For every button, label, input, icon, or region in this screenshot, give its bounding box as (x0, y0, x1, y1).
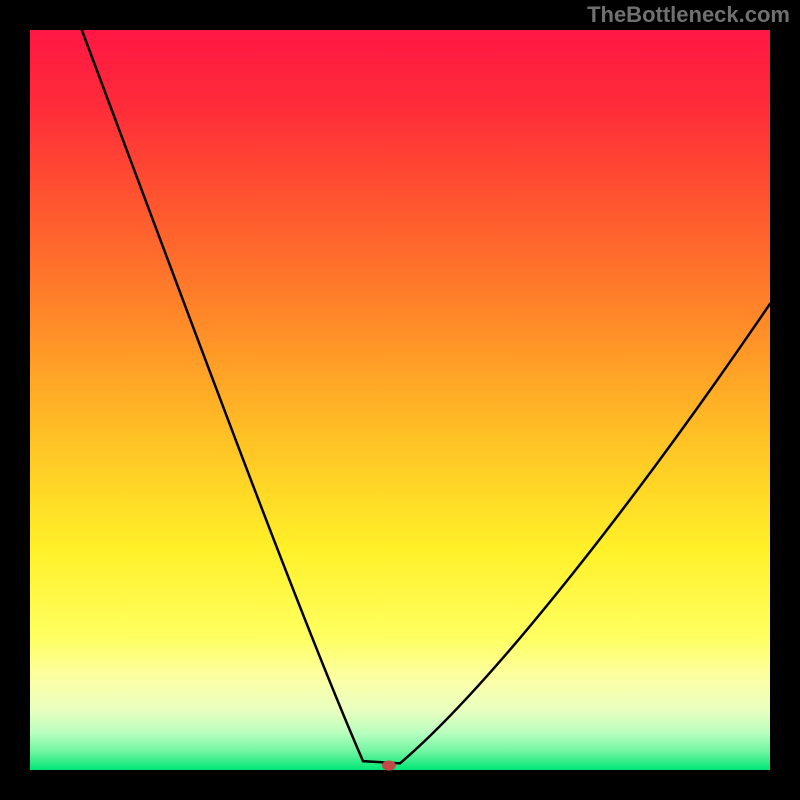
plot-gradient-background (30, 30, 770, 770)
watermark-text: TheBottleneck.com (587, 2, 790, 28)
bottleneck-chart (0, 0, 800, 800)
chart-container: TheBottleneck.com (0, 0, 800, 800)
optimal-point-marker (382, 761, 396, 771)
